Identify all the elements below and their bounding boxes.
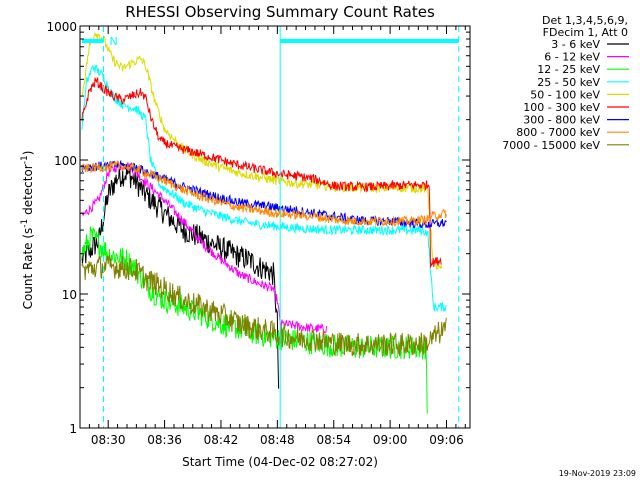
x-tick-label: 09:00 <box>373 433 408 447</box>
plot-area: N <box>81 26 460 428</box>
x-tick-label: 09:06 <box>429 433 464 447</box>
plot-frame <box>79 25 471 429</box>
x-axis-label: Start Time (04-Dec-02 08:27:02) <box>182 455 378 469</box>
y-axis-label: Count Rate (s-1 detector-1) <box>20 151 35 310</box>
legend-label: 12 - 25 keV <box>537 63 600 76</box>
axes: 1 10 100 1000 08:30 08:36 08:42 08:48 08:54 09:00… <box>46 20 471 447</box>
series-line-800-7000-kev <box>81 159 447 227</box>
series-line-25-50-kev <box>81 64 447 312</box>
y-tick-label: 10 <box>62 288 77 302</box>
legend-header-1: FDecim 1, Att 0 <box>543 26 628 39</box>
legend-label: 50 - 100 keV <box>530 88 600 101</box>
legend-label: 800 - 7000 keV <box>516 126 600 139</box>
y-tick-label: 1000 <box>46 20 77 34</box>
x-tick-label: 08:30 <box>91 433 126 447</box>
x-tick-label: 08:36 <box>147 433 182 447</box>
series-line-100-300-kev <box>81 76 442 268</box>
series-line-3-6-kev <box>81 165 280 389</box>
legend-label: 3 - 6 keV <box>551 38 600 51</box>
y-tick-label: 100 <box>54 154 77 168</box>
legend-label: 7000 - 15000 keV <box>502 139 600 152</box>
legend-label: 300 - 800 keV <box>523 114 600 127</box>
legend-label: 6 - 12 keV <box>544 51 600 64</box>
legend: Det 1,3,4,5,6,9,FDecim 1, Att 03 - 6 keV… <box>502 14 629 152</box>
series-line-7000-15000-kev <box>81 254 447 357</box>
x-tick-label: 08:48 <box>260 433 295 447</box>
legend-label: 100 - 300 keV <box>523 101 600 114</box>
y-tick-label: 1 <box>69 422 77 436</box>
x-tick-label: 08:42 <box>204 433 239 447</box>
chart-title: RHESSI Observing Summary Count Rates <box>125 3 435 21</box>
flag-label: N <box>109 35 117 48</box>
footer-timestamp: 19-Nov-2019 23:09 <box>559 469 636 478</box>
legend-header-0: Det 1,3,4,5,6,9, <box>542 14 628 27</box>
legend-label: 25 - 50 keV <box>537 76 600 89</box>
x-tick-label: 08:54 <box>316 433 351 447</box>
